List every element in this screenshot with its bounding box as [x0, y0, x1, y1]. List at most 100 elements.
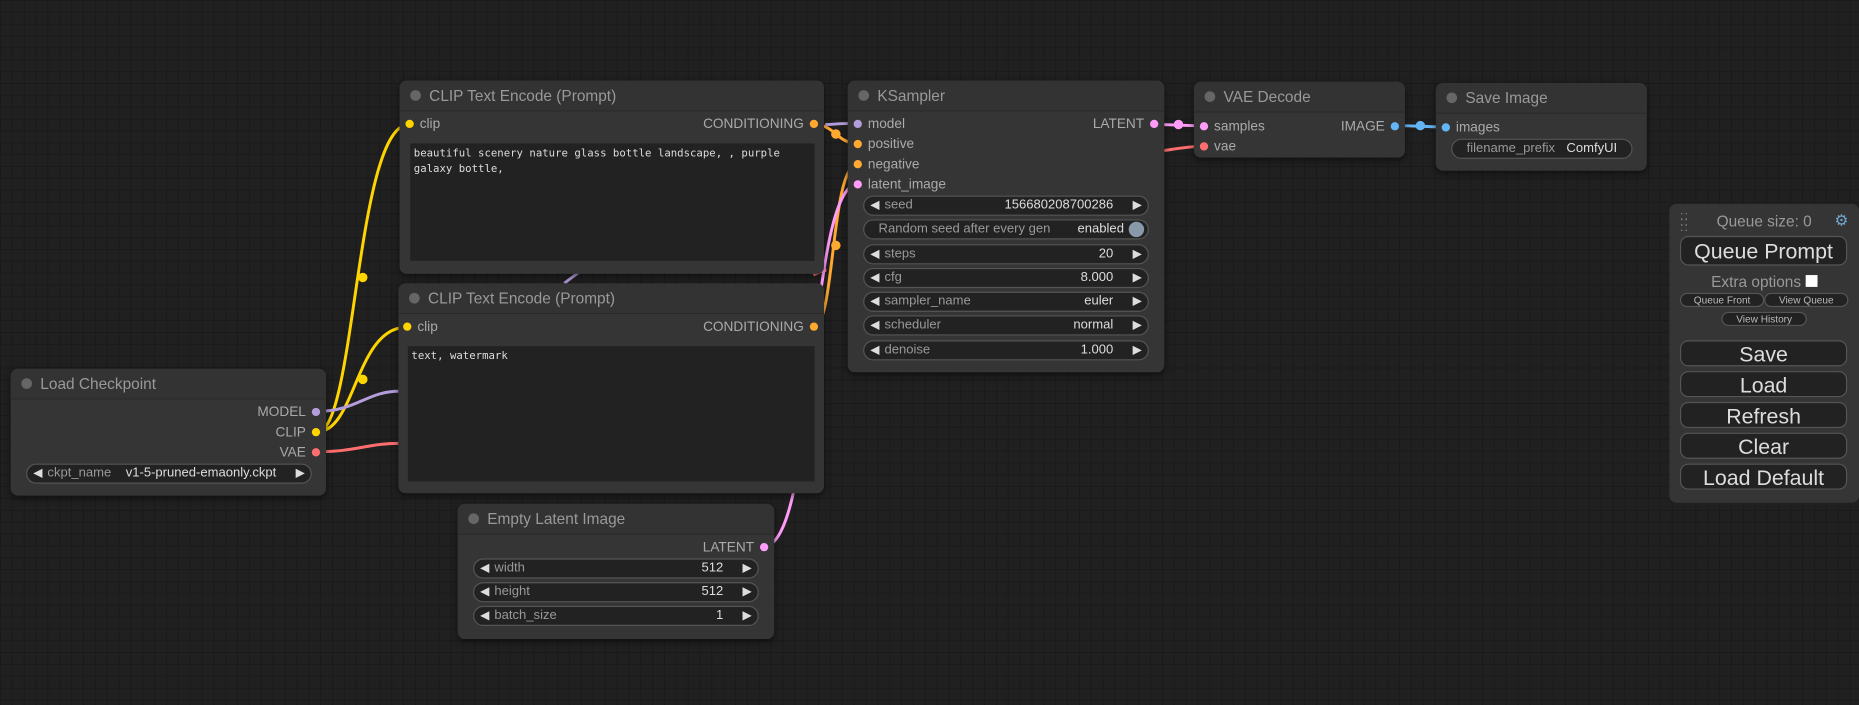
input-images[interactable]: images	[1441, 120, 1500, 137]
slot-dot-icon[interactable]	[1150, 119, 1159, 129]
slot-label: VAE	[279, 445, 306, 461]
widget-filename-prefix[interactable]: filename_prefix ComfyUI	[1451, 138, 1633, 159]
input-clip[interactable]: clip	[405, 116, 440, 133]
arrow-right-icon[interactable]: ▶	[1132, 271, 1142, 285]
arrow-right-icon[interactable]: ▶	[742, 561, 752, 576]
slot-dot-icon[interactable]	[311, 428, 321, 437]
arrow-right-icon[interactable]: ▶	[1132, 318, 1142, 332]
node-clip-text-encode-positive[interactable]: CLIP Text Encode (Prompt) clip CONDITION…	[399, 80, 824, 274]
settings-gear-icon[interactable]: ⚙	[1834, 211, 1849, 229]
node-vae-decode[interactable]: VAE Decode samples vae IMAGE	[1193, 81, 1405, 158]
node-title[interactable]: Load Checkpoint	[10, 368, 327, 400]
input-vae[interactable]: vae	[1199, 139, 1236, 156]
slot-dot-icon[interactable]	[853, 139, 862, 149]
queue-front-button[interactable]: Queue Front	[1679, 292, 1765, 308]
arrow-right-icon[interactable]: ▶	[1132, 199, 1142, 213]
slot-dot-icon[interactable]	[1199, 142, 1209, 151]
node-title[interactable]: KSampler	[847, 80, 1165, 112]
arrow-right-icon[interactable]: ▶	[1132, 295, 1142, 309]
output-vae[interactable]: VAE	[279, 445, 321, 462]
node-title[interactable]: CLIP Text Encode (Prompt)	[399, 80, 824, 112]
input-positive[interactable]: positive	[853, 136, 914, 153]
arrow-left-icon[interactable]: ◀	[870, 343, 880, 357]
arrow-right-icon[interactable]: ▶	[1132, 247, 1142, 261]
output-latent[interactable]: LATENT	[703, 539, 769, 556]
slot-dot-icon[interactable]	[405, 119, 414, 129]
view-queue-button[interactable]: View Queue	[1764, 292, 1849, 308]
output-model[interactable]: MODEL	[257, 404, 321, 421]
arrow-left-icon[interactable]: ◀	[480, 609, 490, 623]
widget-scheduler[interactable]: ◀ scheduler normal ▶	[863, 315, 1149, 336]
node-ksampler[interactable]: KSampler model positive negative latent_…	[847, 80, 1165, 373]
arrow-right-icon[interactable]: ▶	[742, 609, 752, 623]
widget-seed[interactable]: ◀ seed 156680208700286 ▶	[863, 195, 1149, 216]
widget-width[interactable]: ◀ width 512 ▶	[473, 558, 759, 579]
arrow-left-icon[interactable]: ◀	[870, 295, 880, 309]
arrow-left-icon[interactable]: ◀	[480, 561, 490, 576]
output-clip[interactable]: CLIP	[276, 424, 321, 441]
node-clip-text-encode-negative[interactable]: CLIP Text Encode (Prompt) clip CONDITION…	[398, 283, 824, 494]
input-latent-image[interactable]: latent_image	[853, 177, 946, 194]
arrow-right-icon[interactable]: ▶	[742, 585, 752, 599]
slot-dot-icon[interactable]	[1199, 122, 1209, 131]
slot-dot-icon[interactable]	[403, 322, 412, 331]
node-save-image[interactable]: Save Image images filename_prefix ComfyUI	[1435, 82, 1647, 171]
widget-label: sampler_name	[884, 294, 971, 309]
node-load-checkpoint[interactable]: Load Checkpoint MODEL CLIP VAE ◀ ckpt_nam…	[10, 368, 327, 496]
slot-dot-icon[interactable]	[311, 448, 321, 457]
output-image[interactable]: IMAGE	[1341, 119, 1400, 136]
widget-steps[interactable]: ◀ steps 20 ▶	[863, 244, 1149, 265]
load-default-button[interactable]: Load Default	[1679, 463, 1848, 490]
slot-dot-icon[interactable]	[759, 543, 769, 552]
refresh-button[interactable]: Refresh	[1679, 401, 1848, 429]
prompt-textarea[interactable]: beautiful scenery nature glass bottle la…	[410, 143, 815, 261]
input-negative[interactable]: negative	[853, 156, 919, 173]
clear-button[interactable]: Clear	[1679, 432, 1848, 459]
view-history-button[interactable]: View History	[1721, 311, 1807, 327]
widget-ckpt-name[interactable]: ◀ ckpt_name v1-5-pruned-emaonly.ckpt ▶	[26, 463, 312, 484]
node-title[interactable]: CLIP Text Encode (Prompt)	[398, 283, 824, 315]
input-clip[interactable]: clip	[403, 319, 438, 336]
slot-dot-icon[interactable]	[1390, 122, 1400, 131]
slot-dot-icon[interactable]	[809, 119, 819, 129]
arrow-right-icon[interactable]: ▶	[295, 467, 305, 481]
output-latent[interactable]: LATENT	[1093, 116, 1159, 133]
widget-random-seed-toggle[interactable]: Random seed after every gen enabled	[863, 219, 1149, 240]
arrow-left-icon[interactable]: ◀	[870, 318, 880, 332]
toggle-knob-icon[interactable]	[1128, 221, 1145, 238]
slot-dot-icon[interactable]	[853, 160, 862, 169]
arrow-left-icon[interactable]: ◀	[870, 271, 880, 285]
slot-dot-icon[interactable]	[1441, 123, 1450, 132]
save-button[interactable]: Save	[1679, 340, 1848, 367]
node-title[interactable]: Empty Latent Image	[457, 503, 775, 535]
node-title[interactable]: VAE Decode	[1193, 81, 1405, 113]
slot-dot-icon[interactable]	[853, 119, 862, 129]
input-model[interactable]: model	[853, 116, 905, 133]
slot-dot-icon[interactable]	[809, 322, 819, 331]
widget-sampler-name[interactable]: ◀ sampler_name euler ▶	[863, 291, 1149, 312]
arrow-left-icon[interactable]: ◀	[870, 247, 880, 261]
drag-handle-icon[interactable]: ::::::	[1679, 209, 1689, 235]
output-conditioning[interactable]: CONDITIONING	[703, 116, 819, 133]
wire-clip-pos	[317, 123, 410, 434]
arrow-right-icon[interactable]: ▶	[1132, 343, 1142, 357]
slot-dot-icon[interactable]	[853, 180, 862, 189]
input-samples[interactable]: samples	[1199, 119, 1265, 136]
extra-options-checkbox[interactable]	[1805, 275, 1818, 287]
slot-dot-icon[interactable]	[311, 407, 321, 417]
arrow-left-icon[interactable]: ◀	[480, 585, 490, 599]
widget-cfg[interactable]: ◀ cfg 8.000 ▶	[863, 267, 1149, 289]
load-button[interactable]: Load	[1679, 371, 1848, 398]
widget-batch-size[interactable]: ◀ batch_size 1 ▶	[473, 605, 759, 626]
node-empty-latent-image[interactable]: Empty Latent Image LATENT ◀ width 512 ▶ ◀ he…	[457, 503, 775, 640]
widget-denoise[interactable]: ◀ denoise 1.000 ▶	[863, 340, 1149, 361]
node-title[interactable]: Save Image	[1435, 82, 1647, 114]
arrow-left-icon[interactable]: ◀	[870, 199, 880, 213]
arrow-left-icon[interactable]: ◀	[33, 467, 43, 481]
output-conditioning[interactable]: CONDITIONING	[703, 319, 819, 336]
queue-prompt-button[interactable]: Queue Prompt	[1679, 235, 1848, 266]
prompt-textarea[interactable]: text, watermark	[407, 346, 815, 482]
widget-height[interactable]: ◀ height 512 ▶	[473, 582, 759, 603]
widget-label: filename_prefix	[1466, 141, 1556, 156]
